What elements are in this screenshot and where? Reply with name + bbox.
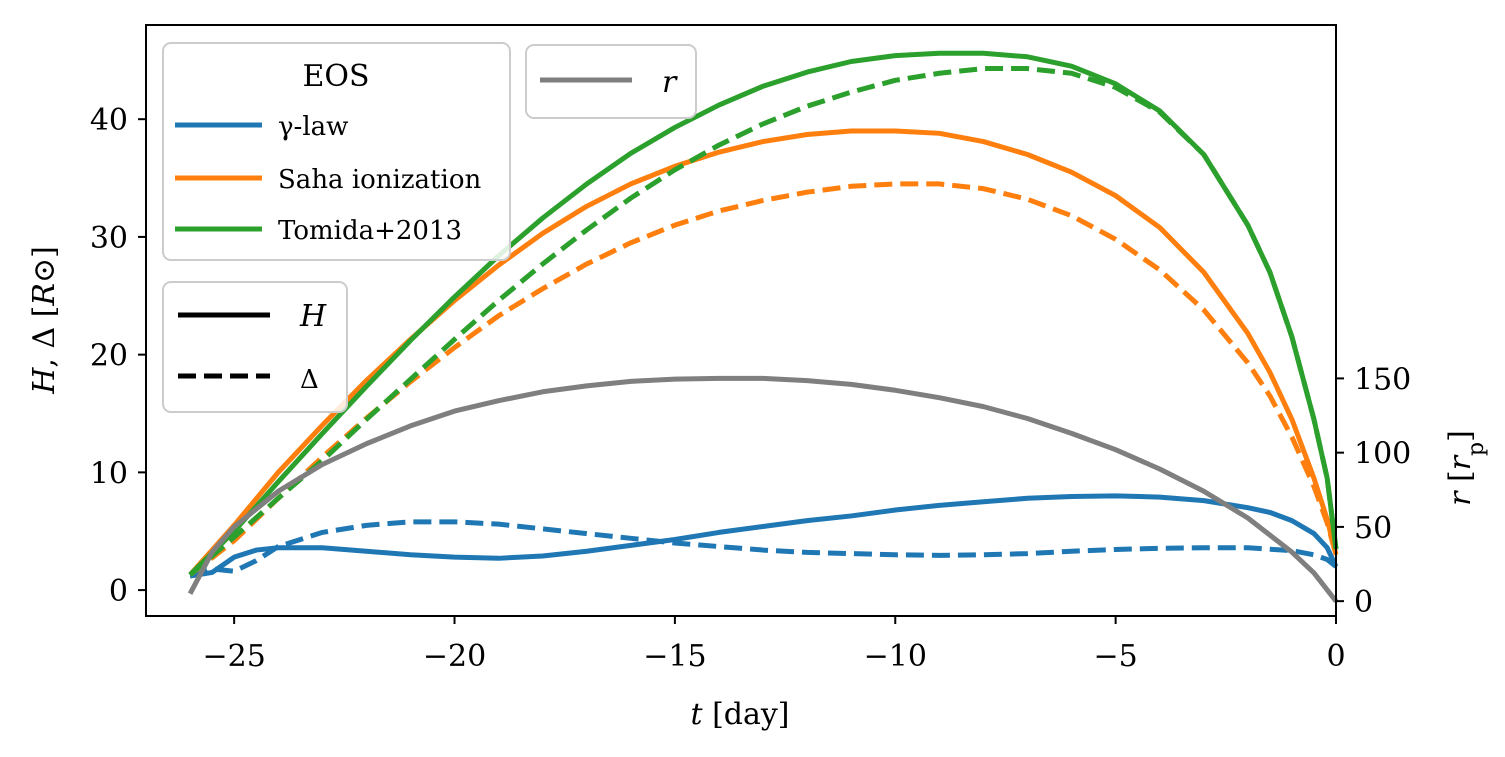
legend-label-delta: Δ: [300, 365, 319, 395]
x-axis-ticks: −25 −20 −15 −10 −5 0: [202, 616, 1346, 674]
legend-label-tomida: Tomida+2013: [278, 216, 462, 246]
y-tick-label: 20: [90, 339, 128, 374]
series-line-tomida-2013-h: [188, 50, 1339, 577]
legend-label-h: H: [299, 299, 327, 334]
legend-quantity: H Δ: [162, 281, 348, 413]
y2-tick-label: 100: [1354, 437, 1411, 472]
y-tick-label: 0: [109, 574, 128, 609]
y-tick-label: 30: [90, 221, 128, 256]
y2-tick-label: 50: [1354, 511, 1392, 546]
x-tick-label: −5: [1094, 639, 1138, 674]
series-layer: [187, 50, 1339, 603]
plot-frame: [145, 24, 1337, 617]
y2-axis-label: r [rp]: [1443, 430, 1489, 506]
legend-label-r: r: [662, 65, 678, 100]
y2-axis-ticks: 0 50 100 150: [1336, 362, 1411, 620]
legend-r: r: [525, 44, 697, 119]
legend-label-gamma-law: γ-law: [278, 112, 348, 142]
x-axis-label: t [day]: [690, 697, 789, 732]
series-line-r-r: [187, 375, 1338, 603]
x-tick-label: −10: [864, 639, 927, 674]
y-tick-label: 10: [90, 456, 128, 491]
y2-tick-label: 0: [1354, 585, 1373, 620]
y-axis-ticks: 0 10 20 30 40: [90, 103, 146, 609]
series-line-law: [189, 519, 1338, 579]
legend-eos: EOS γ-law Saha ionization Tomida+2013: [162, 42, 511, 261]
y-axis-label: H, Δ [R⊙]: [27, 246, 62, 395]
series-line-law-h: [189, 493, 1339, 579]
y2-tick-label: 150: [1354, 362, 1411, 397]
x-tick-label: 0: [1326, 639, 1345, 674]
legend-label-saha: Saha ionization: [278, 165, 481, 195]
x-tick-label: −20: [423, 639, 486, 674]
y-tick-label: 40: [90, 103, 128, 138]
x-tick-label: −25: [202, 639, 265, 674]
legend-eos-title: EOS: [302, 59, 369, 94]
series-line-saha-ionization: [188, 181, 1339, 577]
x-tick-label: −15: [643, 639, 706, 674]
